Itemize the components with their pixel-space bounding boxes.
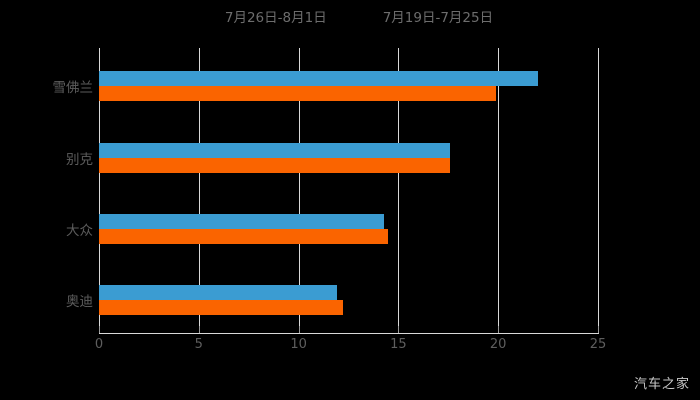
bar-secondary-2[interactable] [99, 228, 389, 244]
chart-legend: 7月26日-8月1日 7月19日-7月25日 [0, 8, 700, 30]
x-tick-mark-0 [99, 326, 100, 333]
gridline-20 [498, 48, 500, 333]
y-axis-label-2: 大众 [66, 222, 93, 239]
bar-secondary-0[interactable] [99, 86, 497, 102]
x-tick-mark-20 [498, 326, 500, 333]
legend-label-primary: 7月26日-8月1日 [224, 10, 327, 27]
gridline-10 [298, 48, 300, 333]
watermark: 汽车之家 [633, 377, 690, 392]
legend-label-secondary: 7月19日-7月25日 [382, 10, 494, 27]
bar-secondary-3[interactable] [99, 300, 343, 316]
legend-item-primary[interactable]: 7月26日-8月1日 [207, 12, 327, 26]
x-tick-label-10: 10 [290, 337, 307, 352]
bar-primary-0[interactable] [99, 71, 539, 87]
gridline-25 [598, 48, 599, 333]
x-tick-mark-5 [198, 326, 200, 333]
legend-item-secondary[interactable]: 7月19日-7月25日 [365, 12, 493, 26]
plot-area [99, 48, 599, 333]
x-tick-label-20: 20 [489, 337, 507, 352]
x-axis-line [99, 333, 599, 334]
x-tick-label-25: 25 [589, 337, 607, 352]
bar-secondary-1[interactable] [99, 157, 451, 173]
x-tick-label-0: 0 [94, 337, 104, 352]
bar-primary-2[interactable] [99, 213, 385, 229]
gridline-0 [99, 48, 100, 333]
legend-marker-square-icon [365, 14, 376, 25]
y-axis-label-0: 雪佛兰 [52, 80, 94, 97]
bar-primary-1[interactable] [99, 142, 451, 158]
y-axis-label-3: 奥迪 [66, 294, 93, 311]
x-tick-mark-15 [398, 326, 400, 333]
gridline-15 [398, 48, 400, 333]
legend-marker-circle-icon [207, 14, 218, 25]
bar-primary-3[interactable] [99, 285, 337, 301]
gridline-5 [198, 48, 200, 333]
x-tick-mark-25 [598, 326, 599, 333]
x-tick-label-5: 5 [194, 337, 203, 352]
x-tick-label-15: 15 [390, 337, 407, 352]
y-axis-label-1: 别克 [66, 151, 93, 168]
x-tick-mark-10 [298, 326, 300, 333]
